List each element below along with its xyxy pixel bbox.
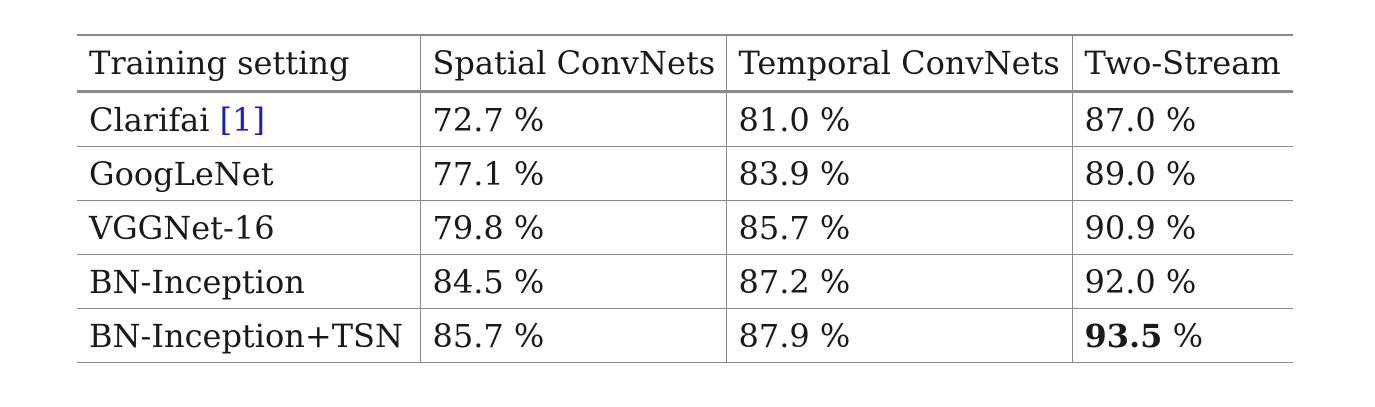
best-result-value: 93.5 [1084,316,1163,355]
cell-two-stream: 90.9 % [1071,200,1293,255]
cell-two-stream: 93.5 % [1071,308,1293,363]
table-row: VGGNet-16 79.8 % 85.7 % 90.9 % [77,200,1293,255]
cell-temporal: 87.2 % [725,254,1072,309]
cell-spatial: 84.5 % [419,254,726,309]
cell-setting: Clarifai [1] [77,91,420,147]
header-temporal-convnets: Temporal ConvNets [725,34,1072,93]
setting-name: Clarifai [89,100,210,139]
citation-link[interactable]: [1] [219,100,265,139]
header-two-stream: Two-Stream [1071,34,1293,93]
table-row: BN-Inception 84.5 % 87.2 % 92.0 % [77,254,1293,309]
cell-setting: GoogLeNet [77,146,420,201]
cell-spatial: 79.8 % [419,200,726,255]
best-result-unit: % [1162,316,1204,355]
results-table: Training setting Spatial ConvNets Tempor… [77,34,1293,363]
cell-temporal: 87.9 % [725,308,1072,363]
cell-two-stream: 92.0 % [1071,254,1293,309]
table-row: BN-Inception+TSN 85.7 % 87.9 % 93.5 % [77,308,1293,363]
cell-spatial: 77.1 % [419,146,726,201]
header-training-setting: Training setting [77,34,420,93]
cell-temporal: 83.9 % [725,146,1072,201]
cell-setting: BN-Inception+TSN [77,308,420,363]
cell-spatial: 85.7 % [419,308,726,363]
header-row: Training setting Spatial ConvNets Tempor… [77,34,1293,93]
cell-setting: BN-Inception [77,254,420,309]
header-spatial-convnets: Spatial ConvNets [419,34,726,93]
cell-two-stream: 89.0 % [1071,146,1293,201]
cell-setting: VGGNet-16 [77,200,420,255]
cell-temporal: 85.7 % [725,200,1072,255]
cell-spatial: 72.7 % [419,91,726,147]
cell-temporal: 81.0 % [725,91,1072,147]
table-row: Clarifai [1] 72.7 % 81.0 % 87.0 % [77,91,1293,147]
table-row: GoogLeNet 77.1 % 83.9 % 89.0 % [77,146,1293,201]
cell-two-stream: 87.0 % [1071,91,1293,147]
citation-number: 1 [232,100,253,139]
